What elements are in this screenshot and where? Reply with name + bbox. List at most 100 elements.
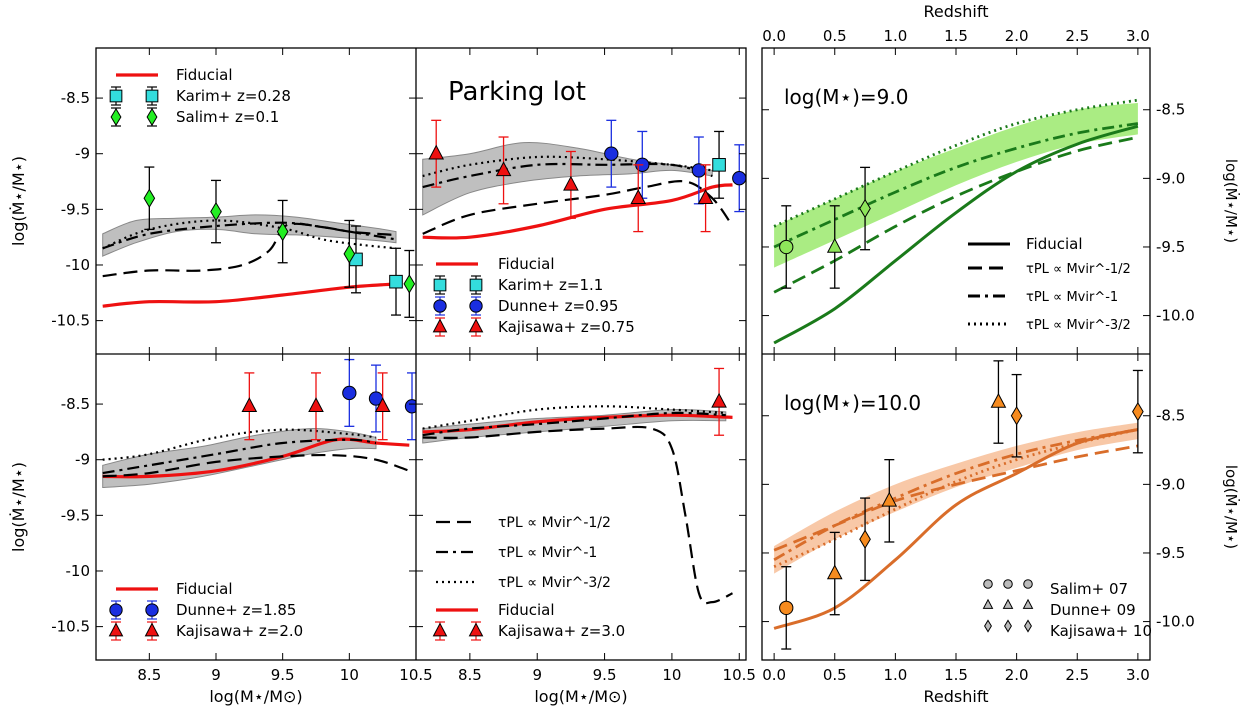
x-tick-label: 8.5 [458, 666, 482, 684]
x-tick-label: 2.5 [1065, 27, 1089, 45]
data-point-diamond [403, 274, 416, 294]
x-tick-label: 10 [662, 666, 681, 684]
legend-tl-salim: Salim+ z=0.1 [176, 108, 279, 126]
legend-bl-kajisawa-marker [144, 622, 160, 637]
x-tick-label: 9.5 [271, 666, 295, 684]
data-point-diamond [143, 188, 156, 208]
line-solid-red-top-middle [422, 183, 733, 240]
left-ylabel-bottom: log(Ṁ⋆/M⋆) [9, 462, 28, 552]
legend-rb-triangle-marker [1022, 598, 1034, 609]
legend-tl-salim-marker [110, 107, 122, 127]
x-tick-label: 2.5 [1065, 666, 1089, 684]
y-tick-label: -10.5 [51, 618, 90, 636]
y-tick-label: -9.5 [1156, 238, 1185, 256]
legend-rb-circle-marker [983, 579, 993, 589]
data-point-diamond [859, 198, 871, 219]
y-tick-label: -9 [75, 451, 90, 469]
legend-bm-fiducial: Fiducial [498, 601, 555, 619]
data-point-triangle [826, 564, 843, 580]
data-point-circle [779, 600, 794, 616]
band-right-bottom [774, 422, 1138, 574]
x-tick-label: 0.0 [762, 27, 786, 45]
data-point-diamond [210, 201, 222, 222]
legend-bm-kajisawa-marker [432, 622, 448, 637]
band-right-top [774, 102, 1138, 268]
x-tick-label: 8.5 [137, 666, 161, 684]
left-xlabel-right: log(M⋆/M⊙) [534, 687, 627, 706]
legend-rt-line2: τPL ∝ Mvir^-1 [1026, 290, 1118, 305]
band-bottom-left [102, 428, 377, 489]
data-point-circle [604, 146, 619, 161]
right-ylabel-top: log(Ṁ⋆/M⋆) [1222, 159, 1241, 243]
y-tick-label: -8.5 [1156, 407, 1185, 425]
legend-tm-dunne-marker [433, 299, 447, 313]
legend-rb-kajisawa: Kajisawa+ 10 [1050, 622, 1152, 640]
data-point-triangle [697, 189, 714, 204]
data-point-triangle [495, 161, 512, 177]
data-point-triangle [308, 397, 324, 413]
panel-bottom-middle [422, 367, 733, 605]
line-dashdot-right-top [773, 122, 1139, 249]
y-tick-label: -9.0 [1156, 475, 1185, 493]
legend-rb-circle-marker [1023, 579, 1033, 589]
panel-top-middle [422, 119, 746, 240]
y-tick-label: -9 [75, 145, 90, 163]
x-tick-label: 1.0 [883, 27, 907, 45]
legend-tm-dunne: Dunne+ z=0.95 [498, 297, 618, 315]
x-tick-label: 0.5 [823, 666, 847, 684]
line-dashdot-bottom-left [102, 438, 377, 475]
legend-tl-karim-marker [109, 89, 123, 103]
legend-tm-karim: Karim+ z=1.1 [498, 276, 603, 294]
legend-tm-kajisawa-marker [468, 318, 484, 333]
x-tick-label: 3.0 [1126, 27, 1150, 45]
x-tick-label: 1.5 [944, 27, 968, 45]
x-tick-label: 1.0 [883, 666, 907, 684]
panel-title-m9: log(M⋆)=9.0 [784, 85, 908, 109]
left-ylabel-top: log(Ṁ⋆/M⋆) [9, 156, 28, 246]
data-point-triangle [990, 392, 1007, 408]
legend-tl-fiducial: Fiducial [176, 66, 233, 84]
legend-bm-kajisawa-marker [468, 622, 484, 637]
x-tick-label: 0.0 [762, 666, 786, 684]
x-tick-label: 10.5 [399, 666, 432, 684]
y-tick-label: -10 [66, 256, 91, 274]
legend-tl-karim-marker [145, 89, 159, 103]
right-xlabel-top: Redshift [924, 2, 989, 21]
band-top-left [102, 214, 397, 257]
panel-title-m10: log(M⋆)=10.0 [784, 391, 921, 415]
line-dashdot-bottom-middle [422, 411, 726, 437]
legend-tm-karim-marker [469, 278, 483, 292]
data-point-triangle [630, 189, 647, 204]
x-tick-label: 2.0 [1005, 666, 1029, 684]
y-tick-label: -9.5 [61, 506, 90, 524]
legend-rb-diamond-marker [1024, 619, 1032, 633]
legend-bl-kajisawa-marker [108, 622, 124, 637]
legend-rb-dunne: Dunne+ 09 [1050, 601, 1136, 619]
legend-tm-dunne-marker [469, 299, 483, 313]
line-solid-red-bottom-middle [422, 413, 733, 434]
data-point-triangle [241, 397, 258, 413]
legend-rb-triangle-marker [982, 598, 994, 609]
line-dashed-bottom-left [102, 453, 410, 478]
data-point-triangle [826, 237, 843, 253]
data-point-triangle [374, 397, 391, 413]
y-tick-label: -10.0 [1156, 613, 1195, 631]
band-top-middle [422, 141, 713, 216]
plot-layer [102, 98, 1144, 650]
x-tick-label: 2.0 [1005, 27, 1029, 45]
legend-tl-karim: Karim+ z=0.28 [176, 87, 291, 105]
x-tick-label: 9 [211, 666, 221, 684]
y-tick-label: -8.5 [61, 395, 90, 413]
legend-bm-line1: τPL ∝ Mvir^-1/2 [498, 515, 611, 531]
legend-bm-kajisawa: Kajisawa+ z=3.0 [498, 622, 625, 640]
tick-layer: 8.5 8.5 9 9 9.5 9.5 10 10 10.5 10.5 -8.5 -8.5 -9 -9 -9… [51, 27, 1195, 684]
data-point-diamond [343, 244, 356, 264]
y-tick-label: -10.5 [51, 312, 90, 330]
legend-rb-diamond-marker [984, 619, 992, 633]
panel-top-left [102, 166, 416, 318]
data-point-triangle [563, 175, 579, 191]
legend-rt-line1: τPL ∝ Mvir^-1/2 [1026, 262, 1131, 277]
legend-rb-diamond-marker [1004, 619, 1012, 633]
data-point-triangle [881, 491, 898, 507]
line-dotted-right-bottom [773, 428, 1139, 568]
